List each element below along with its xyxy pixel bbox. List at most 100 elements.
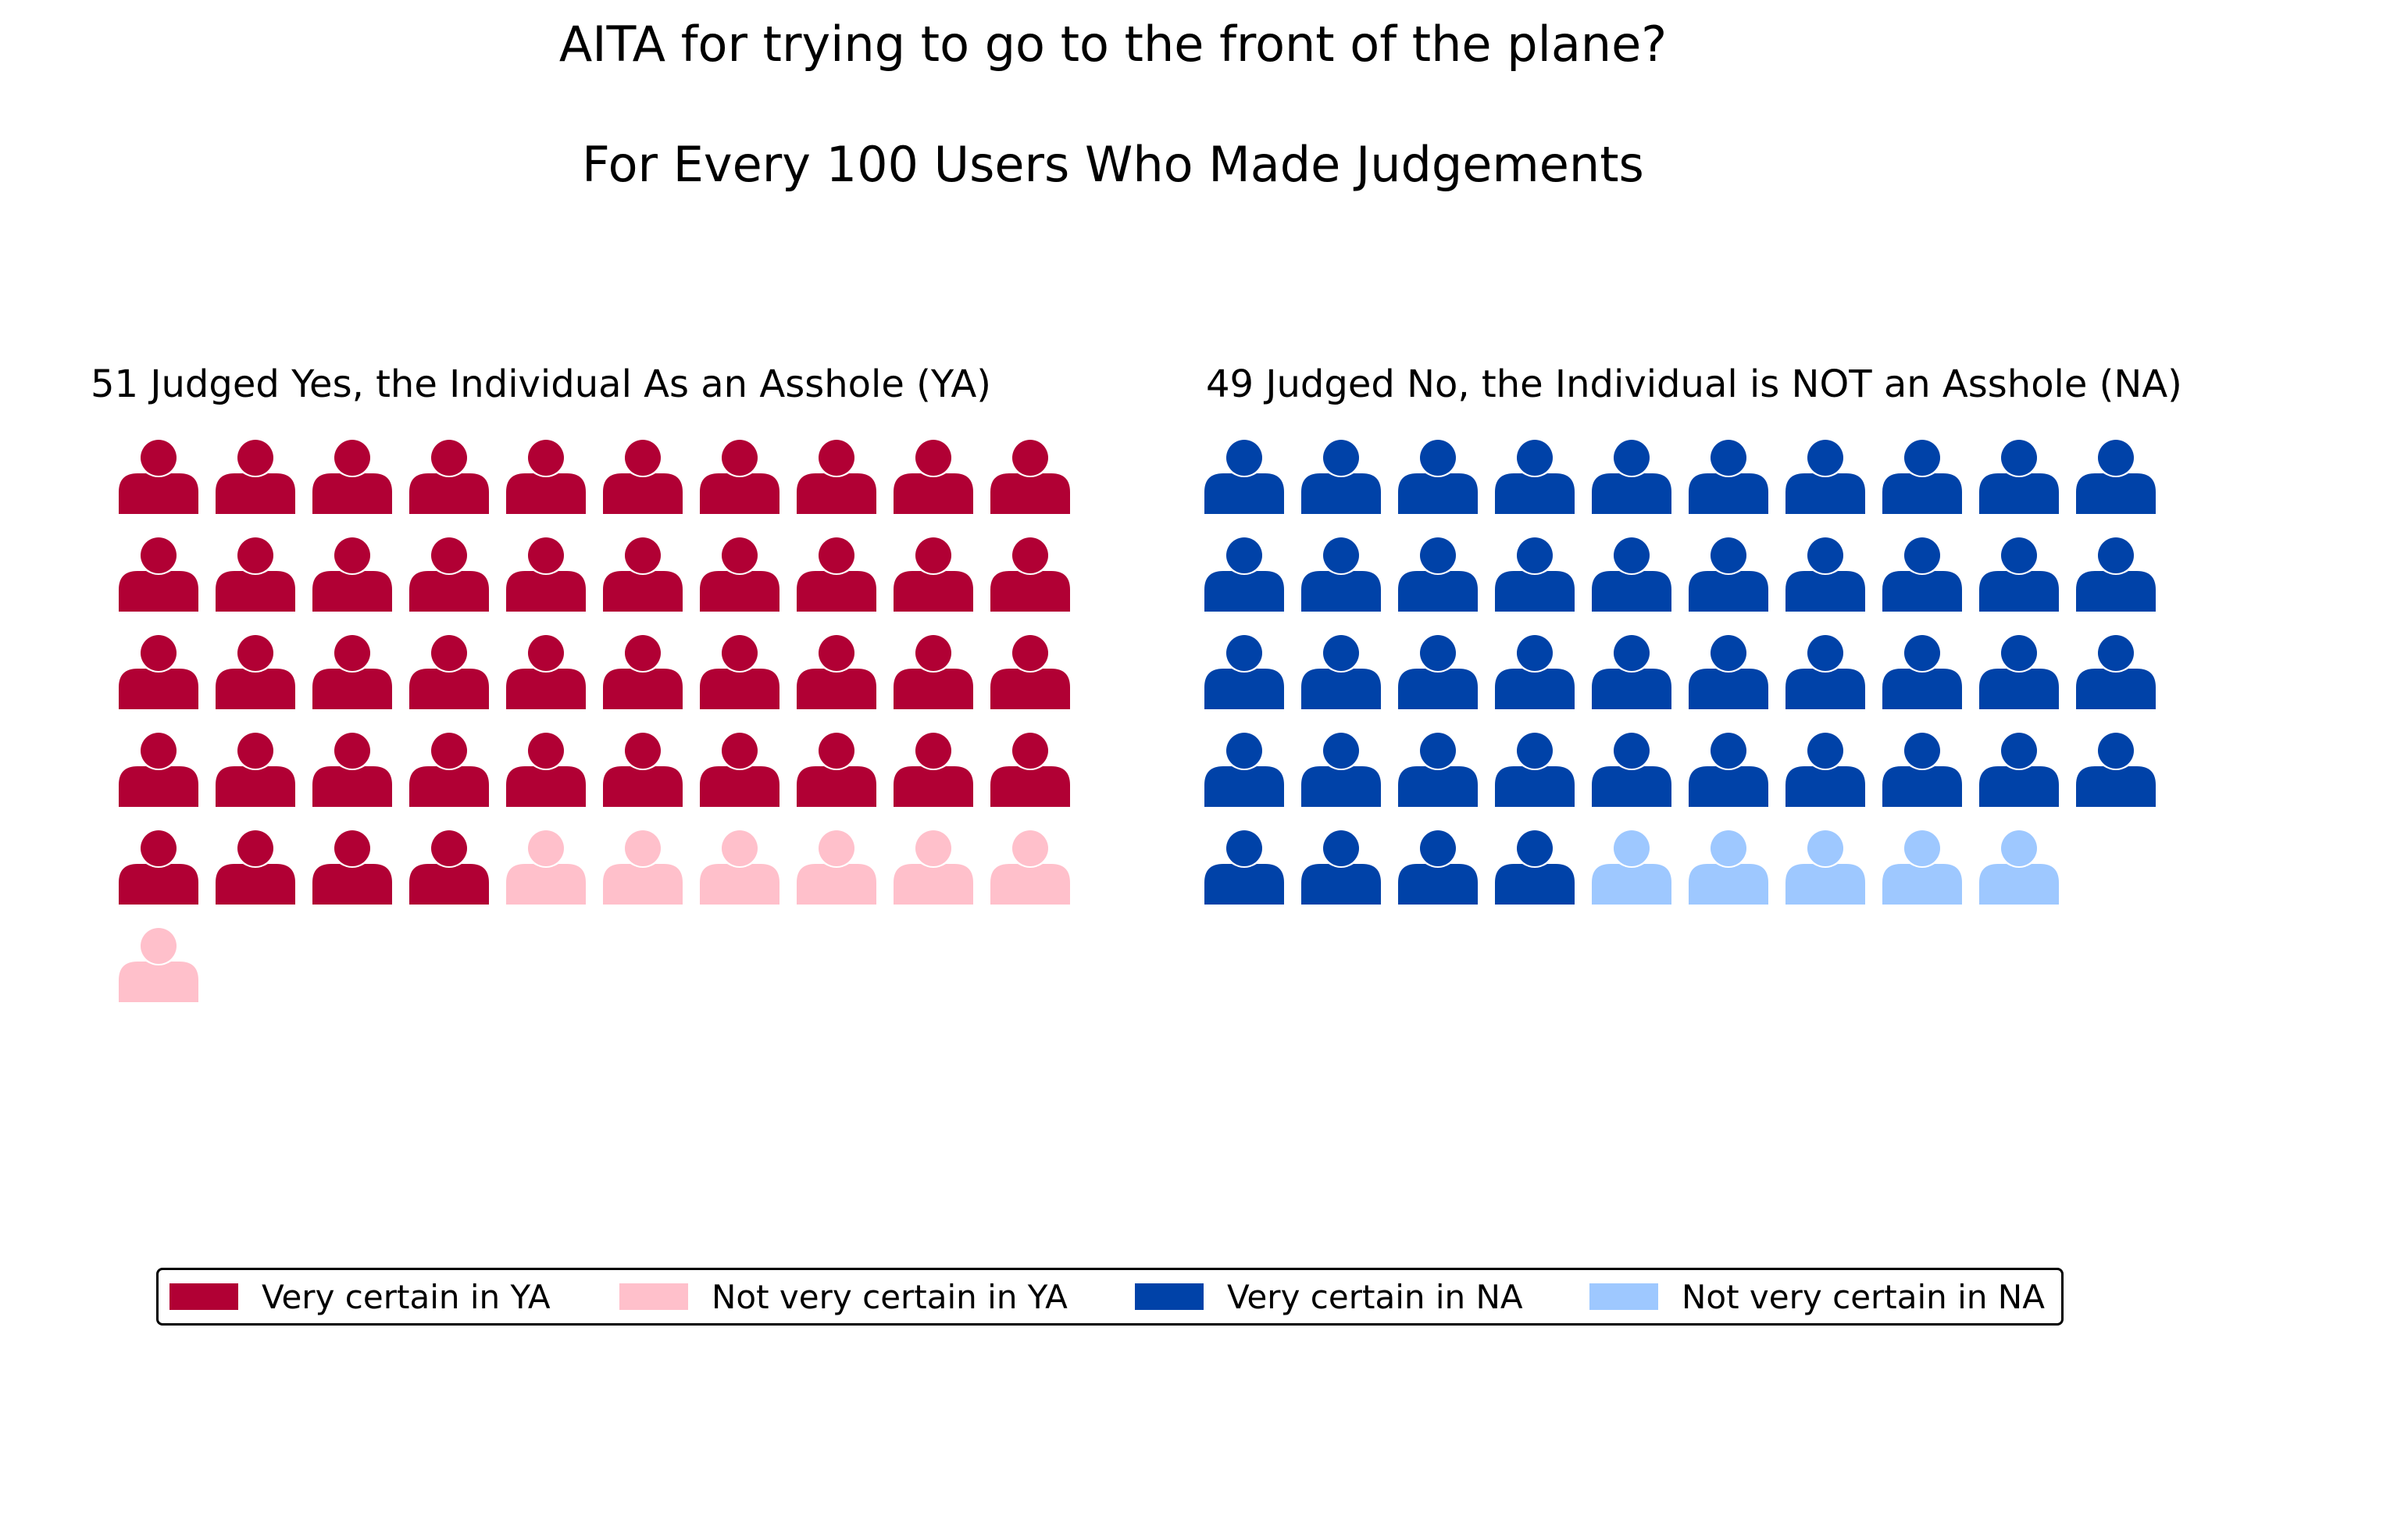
person-icon: [990, 733, 1070, 807]
chart-subtitle: For Every 100 Users Who Made Judgements: [582, 136, 1644, 193]
person-icon: [119, 733, 198, 807]
person-icon: [312, 440, 392, 514]
person-icon: [1495, 830, 1575, 905]
panel-label-ya: 51 Judged Yes, the Individual As an Assh…: [91, 362, 992, 406]
person-icon: [1495, 537, 1575, 612]
person-icon: [506, 830, 586, 905]
person-icon: [1785, 830, 1865, 905]
legend-label: Not very certain in NA: [1682, 1277, 2045, 1316]
legend-swatch: [1135, 1283, 1204, 1310]
person-icon: [1979, 440, 2059, 514]
person-icon: [1301, 440, 1381, 514]
person-icon: [1979, 830, 2059, 905]
person-icon: [1689, 440, 1768, 514]
person-icon: [1785, 440, 1865, 514]
person-icon: [1398, 733, 1478, 807]
person-icon: [506, 635, 586, 709]
person-icon: [1398, 635, 1478, 709]
legend-item: Very certain in NA: [1135, 1270, 1523, 1323]
person-icon: [1592, 635, 1671, 709]
person-icon: [1882, 635, 1962, 709]
person-icon: [409, 440, 489, 514]
person-icon: [1301, 537, 1381, 612]
person-icon: [1398, 830, 1478, 905]
person-icon: [119, 830, 198, 905]
person-icon: [312, 635, 392, 709]
person-icon: [1689, 830, 1768, 905]
legend-item: Not very certain in YA: [619, 1270, 1068, 1323]
person-icon: [506, 440, 586, 514]
person-icon: [119, 440, 198, 514]
person-icon: [1689, 733, 1768, 807]
person-icon: [216, 830, 295, 905]
person-icon: [700, 440, 779, 514]
person-icon: [797, 537, 876, 612]
person-icon: [894, 830, 973, 905]
person-icon: [797, 635, 876, 709]
person-icon: [312, 830, 392, 905]
person-icon: [1398, 440, 1478, 514]
person-icon: [894, 440, 973, 514]
person-icon: [894, 733, 973, 807]
person-icon: [1882, 537, 1962, 612]
person-icon: [2076, 733, 2156, 807]
person-icon: [603, 733, 683, 807]
person-icon: [1204, 635, 1284, 709]
person-icon: [216, 733, 295, 807]
person-icon: [1689, 537, 1768, 612]
legend-swatch: [619, 1283, 688, 1310]
person-icon: [603, 440, 683, 514]
legend: Very certain in YA Not very certain in Y…: [156, 1268, 2064, 1326]
person-icon: [990, 440, 1070, 514]
person-icon: [2076, 635, 2156, 709]
person-icon: [1882, 733, 1962, 807]
person-icon: [1204, 440, 1284, 514]
person-icon: [312, 537, 392, 612]
person-icon: [1204, 830, 1284, 905]
person-icon: [797, 830, 876, 905]
person-icon: [1785, 635, 1865, 709]
person-icon: [1785, 537, 1865, 612]
person-icon: [1301, 830, 1381, 905]
person-icon: [1301, 733, 1381, 807]
person-icon: [1979, 635, 2059, 709]
person-icon: [700, 537, 779, 612]
person-icon: [700, 635, 779, 709]
person-icon: [1592, 537, 1671, 612]
legend-item: Very certain in YA: [169, 1270, 551, 1323]
person-icon: [1592, 733, 1671, 807]
person-icon: [603, 635, 683, 709]
legend-label: Not very certain in YA: [712, 1277, 1068, 1316]
person-icon: [216, 635, 295, 709]
person-icon: [409, 830, 489, 905]
person-icon: [119, 537, 198, 612]
person-icon: [1979, 537, 2059, 612]
person-icon: [1882, 830, 1962, 905]
person-icon: [2076, 537, 2156, 612]
person-icon: [1495, 440, 1575, 514]
person-icon: [409, 537, 489, 612]
person-icon: [603, 830, 683, 905]
person-icon: [797, 733, 876, 807]
person-icon: [409, 635, 489, 709]
person-icon: [1495, 733, 1575, 807]
person-icon: [1592, 830, 1671, 905]
legend-label: Very certain in NA: [1227, 1277, 1523, 1316]
person-icon: [1301, 635, 1381, 709]
person-icon: [990, 635, 1070, 709]
person-icon: [1882, 440, 1962, 514]
panel-label-na: 49 Judged No, the Individual is NOT an A…: [1206, 362, 2182, 406]
person-icon: [990, 830, 1070, 905]
person-icon: [797, 440, 876, 514]
person-icon: [506, 537, 586, 612]
person-icon: [216, 440, 295, 514]
person-icon: [990, 537, 1070, 612]
legend-swatch: [169, 1283, 238, 1310]
person-icon: [1979, 733, 2059, 807]
person-icon: [1592, 440, 1671, 514]
person-icon: [1495, 635, 1575, 709]
person-icon: [1785, 733, 1865, 807]
person-icon: [506, 733, 586, 807]
person-icon: [216, 537, 295, 612]
